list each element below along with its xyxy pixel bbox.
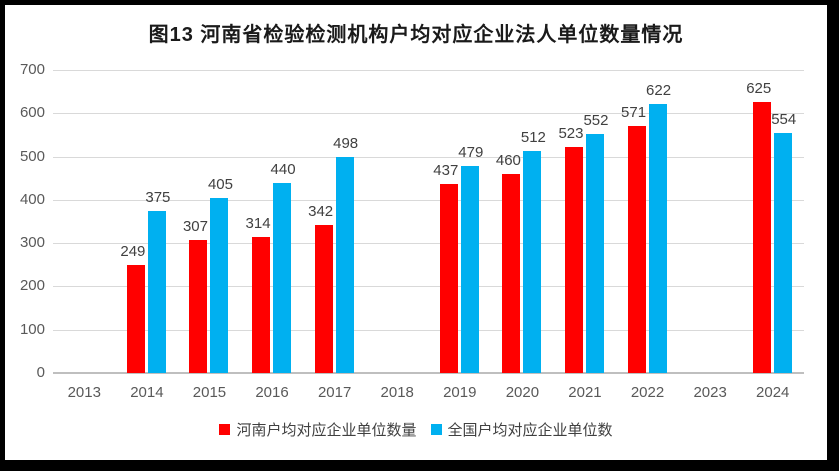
- data-label-national-2015: 405: [207, 175, 233, 193]
- legend-swatch-blue-icon: [430, 424, 442, 435]
- bar-national-2024: [773, 133, 792, 373]
- gridline: [53, 243, 804, 245]
- bar-henan-2015: [189, 240, 208, 373]
- data-label-national-2024: 554: [771, 111, 797, 129]
- data-label-henan-2014: 249: [120, 243, 146, 261]
- data-label-henan-2021: 523: [558, 124, 584, 142]
- y-axis-tick-label: 700: [19, 61, 45, 78]
- gridline: [53, 286, 804, 288]
- data-label-henan-2015: 307: [182, 218, 208, 236]
- legend-item-national: 全国户均对应企业单位数: [430, 419, 613, 440]
- bar-henan-2021: [564, 146, 583, 373]
- bar-henan-2016: [252, 237, 271, 373]
- x-axis-tick-label: 2023: [693, 384, 727, 401]
- chart-title: 图13 河南省检验检测机构户均对应企业法人单位数量情况: [148, 24, 684, 46]
- bar-national-2019: [460, 165, 479, 373]
- data-label-henan-2017: 342: [308, 202, 334, 220]
- x-axis-line: [53, 372, 804, 374]
- x-axis-tick-label: 2024: [756, 384, 790, 401]
- x-axis-tick-label: 2018: [380, 384, 414, 401]
- bar-henan-2020: [502, 173, 521, 373]
- data-label-national-2017: 498: [333, 135, 359, 153]
- x-axis-tick-label: 2022: [630, 384, 665, 401]
- bar-national-2015: [210, 197, 229, 373]
- y-axis-tick-label: 400: [19, 190, 45, 208]
- data-label-henan-2022: 571: [621, 103, 647, 121]
- bar-national-2014: [147, 210, 166, 373]
- bar-national-2021: [585, 134, 604, 373]
- bar-national-2022: [648, 103, 667, 373]
- x-axis-tick-label: 2019: [443, 384, 477, 401]
- y-axis-tick-label: 100: [19, 320, 45, 338]
- legend-label-henan: 河南户均对应企业单位数量: [236, 422, 417, 439]
- x-axis-tick-label: 2015: [192, 384, 227, 401]
- bar-national-2020: [523, 151, 542, 373]
- bar-henan-2022: [627, 125, 646, 373]
- x-axis-tick-label: 2021: [568, 384, 602, 401]
- gridline: [53, 156, 804, 158]
- chart-area: 图13 河南省检验检测机构户均对应企业法人单位数量情况 554 622 552 512…: [5, 5, 827, 460]
- x-axis-tick-label: 2013: [67, 384, 101, 401]
- bar-henan-2014: [126, 265, 145, 373]
- data-label-national-2021: 552: [583, 112, 609, 130]
- bar-national-2017: [335, 157, 354, 373]
- legend-label-national: 全国户均对应企业单位数: [447, 422, 613, 439]
- data-label-national-2019: 479: [458, 143, 484, 161]
- legend-item-henan: 河南户均对应企业单位数量: [219, 419, 417, 440]
- data-label-henan-2020: 460: [495, 151, 521, 169]
- data-label-national-2016: 440: [270, 160, 296, 178]
- data-label-henan-2019: 437: [433, 161, 459, 179]
- gridline: [53, 113, 804, 115]
- bar-national-2016: [273, 182, 292, 373]
- data-label-national-2020: 512: [520, 129, 546, 147]
- x-axis-tick-label: 2016: [255, 384, 289, 401]
- y-axis-tick-label: 500: [19, 147, 45, 165]
- gridline: [53, 70, 804, 71]
- x-axis-tick-label: 2017: [317, 384, 352, 401]
- data-label-national-2014: 375: [145, 188, 171, 206]
- data-label-henan-2016: 314: [245, 215, 271, 233]
- y-axis-tick-label: 300: [19, 234, 45, 252]
- y-axis-tick-label: 0: [36, 364, 45, 381]
- gridline: [53, 199, 804, 201]
- gridline: [53, 329, 804, 331]
- legend: 河南户均对应企业单位数量 全国户均对应企业单位数: [5, 419, 827, 440]
- legend-swatch-red-icon: [219, 424, 231, 435]
- bar-henan-2024: [752, 102, 771, 373]
- x-axis-tick-label: 2020: [505, 384, 540, 401]
- data-label-national-2022: 622: [646, 81, 672, 99]
- data-label-henan-2024: 625: [746, 80, 772, 98]
- y-axis-tick-label: 600: [19, 104, 45, 122]
- y-axis-tick-label: 200: [19, 277, 45, 295]
- x-axis-tick-label: 2014: [130, 384, 164, 401]
- bar-henan-2017: [314, 224, 333, 373]
- bar-henan-2019: [439, 183, 458, 373]
